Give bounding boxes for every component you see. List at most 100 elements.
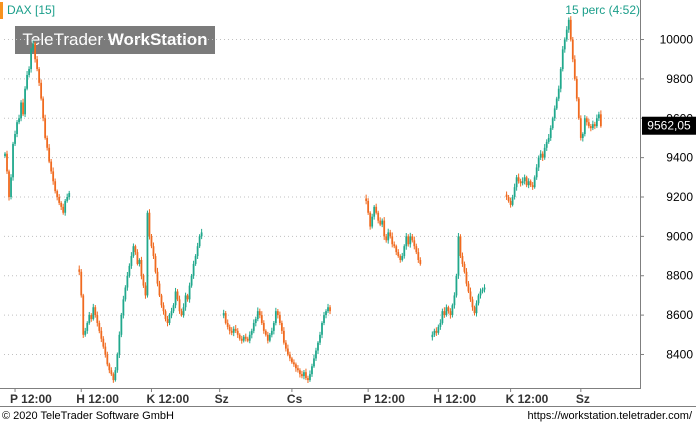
candle-body (397, 252, 400, 257)
candle-232 (469, 287, 472, 302)
candle-body (270, 330, 273, 335)
candle-89 (182, 303, 185, 318)
candle-21 (46, 135, 49, 151)
candle-271 (547, 134, 550, 144)
candle-74 (152, 242, 155, 260)
candle-46 (96, 311, 99, 327)
candle-body (405, 236, 408, 247)
candle-body (369, 212, 372, 227)
candle-262 (529, 179, 532, 187)
candle-body (26, 74, 28, 89)
website-link[interactable]: https://workstation.teletrader.com/ (527, 410, 692, 422)
candle-124 (252, 319, 255, 334)
candle-88 (180, 308, 183, 317)
candle-115 (234, 324, 237, 334)
candle-66 (136, 249, 139, 266)
candle-body (182, 307, 185, 316)
candle-116 (236, 328, 239, 338)
candle-body (86, 322, 89, 331)
candle-body (401, 256, 404, 260)
candle-227 (459, 234, 462, 259)
candle-body (411, 236, 414, 241)
candle-231 (467, 281, 470, 294)
candle-body (293, 362, 295, 365)
candle-body (278, 315, 281, 323)
candle-110 (224, 310, 227, 325)
candle-body (142, 275, 145, 286)
candle-body (403, 246, 406, 257)
candle-body (286, 348, 289, 355)
candle-body (178, 299, 181, 312)
candle-251 (507, 195, 510, 203)
candle-body (571, 39, 574, 60)
candle-4 (12, 141, 14, 181)
candle-7 (18, 114, 20, 125)
y-tick-label-9400: 9400 (666, 151, 693, 165)
candle-140 (284, 340, 287, 352)
candle-body (577, 98, 580, 119)
candle-60 (124, 285, 127, 302)
candle-194 (393, 241, 396, 249)
candle-79 (162, 302, 165, 315)
interval-label[interactable]: 15 perc (4:52) (565, 3, 640, 17)
candle-body (463, 263, 466, 272)
candle-body (32, 43, 34, 50)
candle-274 (553, 105, 556, 122)
candle-body (228, 326, 231, 331)
candle-body (232, 328, 235, 333)
candle-body (575, 78, 578, 99)
candle-261 (527, 178, 530, 189)
candle-body (96, 315, 99, 323)
teletrader-logo: TeleTrader WorkStation (15, 26, 215, 54)
candle-body (449, 311, 452, 316)
candle-body (533, 177, 536, 188)
y-tick-label-8800: 8800 (666, 269, 693, 283)
candle-267 (539, 150, 542, 160)
candle-body (599, 114, 602, 127)
x-tick-label: H 12:00 (433, 392, 476, 406)
candle-205 (415, 243, 418, 255)
candle-body (246, 338, 249, 341)
candle-body (529, 181, 532, 186)
candle-body (54, 181, 57, 192)
candle-295 (595, 114, 598, 128)
candle-body (108, 364, 111, 371)
candle-body (433, 330, 436, 335)
candle-204 (413, 236, 416, 250)
candle-139 (282, 327, 285, 345)
candle-50 (104, 342, 107, 358)
candle-body (200, 232, 203, 237)
candle-17 (38, 67, 41, 86)
candle-119 (242, 334, 245, 343)
candle-body (274, 311, 277, 323)
candle-221 (447, 305, 450, 314)
candle-157 (319, 331, 321, 346)
candle-151 (307, 375, 309, 384)
candle-body (569, 19, 572, 40)
candle-220 (445, 304, 448, 317)
candle-162 (329, 305, 331, 315)
candle-81 (166, 315, 169, 327)
candle-113 (230, 327, 233, 336)
candle-127 (258, 308, 261, 319)
candle-228 (461, 252, 464, 267)
instrument-title[interactable]: DAX [15] (7, 3, 56, 17)
candle-215 (435, 327, 438, 336)
candle-83 (170, 307, 173, 319)
candle-109 (222, 309, 225, 319)
candle-58 (120, 312, 123, 338)
candle-28 (60, 201, 63, 210)
candle-256 (517, 173, 520, 184)
candle-body (371, 216, 374, 227)
candle-53 (110, 367, 113, 376)
candle-290 (585, 116, 588, 126)
candle-87 (178, 295, 181, 314)
candle-199 (403, 244, 406, 259)
candle-body (523, 177, 526, 182)
candlestick-chart[interactable]: 8400860088009000920094009600980010000 P … (0, 0, 696, 406)
candle-body (387, 232, 390, 241)
candle-body (483, 287, 486, 290)
candle-84 (172, 303, 175, 314)
candle-189 (383, 217, 386, 240)
candle-187 (379, 217, 382, 227)
